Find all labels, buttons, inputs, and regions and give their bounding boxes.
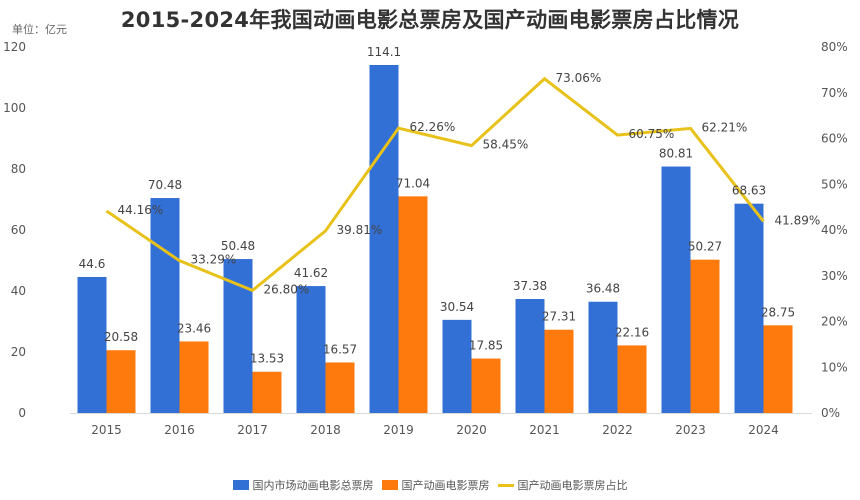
x-axis-tick: 2022: [602, 423, 633, 437]
data-label-domestic: 27.31: [542, 310, 576, 324]
data-label-total: 36.48: [586, 282, 620, 296]
data-label-domestic: 50.27: [688, 240, 722, 254]
data-label-ratio: 33.29%: [191, 253, 237, 267]
axes: 0 20 40 60 80 100 120 0% 10% 20% 30% 40% 50% 60% 70% 80…: [3, 40, 848, 437]
bar-total: [588, 301, 618, 413]
left-axis-tick: 0: [18, 406, 26, 420]
bar-domestic: [617, 345, 647, 413]
unit-label: 单位：亿元: [12, 23, 67, 36]
left-axis-tick: 80: [11, 162, 26, 176]
left-axis-tick: 40: [11, 284, 26, 298]
legend: 国内市场动画电影总票房 国产动画电影票房 国产动画电影票房占比: [0, 477, 860, 493]
data-label-domestic: 20.58: [104, 330, 138, 344]
legend-item-ratio[interactable]: 国产动画电影票房占比: [497, 477, 628, 493]
right-axis-tick: 0%: [821, 406, 840, 420]
data-label-domestic: 23.46: [177, 321, 211, 335]
left-axis-tick: 20: [11, 345, 26, 359]
bar-domestic: [179, 341, 209, 413]
x-axis-tick: 2019: [383, 423, 414, 437]
x-axis-tick: 2023: [675, 423, 706, 437]
bar-domestic: [106, 350, 136, 413]
data-label-ratio: 44.16%: [118, 203, 164, 217]
data-label-total: 50.48: [221, 239, 255, 253]
data-label-ratio: 39.81%: [337, 223, 383, 237]
bar-total: [77, 276, 107, 413]
data-label-total: 30.54: [440, 300, 474, 314]
bar-total: [734, 203, 764, 413]
bar-total: [150, 198, 180, 413]
ratio-line-path: [105, 76, 765, 293]
bar-total: [369, 64, 399, 414]
right-axis-tick: 70%: [821, 86, 848, 100]
legend-item-total[interactable]: 国内市场动画电影总票房: [232, 477, 374, 493]
data-label-domestic: 71.04: [396, 176, 430, 190]
data-label-domestic: 28.75: [761, 305, 795, 319]
x-axis-tick: 2016: [164, 423, 195, 437]
data-label-total: 37.38: [513, 279, 547, 293]
data-label-total: 114.1: [367, 45, 401, 59]
chart-canvas: 0 20 40 60 80 100 120 0% 10% 20% 30% 40% 50% 60% 70% 80…: [3, 40, 848, 437]
data-label-ratio: 60.75%: [629, 127, 675, 141]
data-label-total: 44.6: [79, 257, 106, 271]
data-label-total: 41.62: [294, 266, 328, 280]
data-label-domestic: 17.85: [469, 339, 503, 353]
x-axis-tick: 2015: [91, 423, 122, 437]
data-label-total: 68.63: [732, 184, 766, 198]
left-axis-tick: 60: [11, 223, 26, 237]
ratio-line: [105, 76, 765, 293]
x-axis-tick: 2021: [529, 423, 560, 437]
data-label-ratio: 73.06%: [556, 71, 602, 85]
bar-total: [442, 319, 472, 413]
legend-label-ratio: 国产动画电影票房占比: [517, 479, 628, 492]
data-label-domestic: 13.53: [250, 352, 284, 366]
data-label-ratio: 41.89%: [775, 213, 821, 227]
legend-swatch-domestic: [381, 480, 398, 490]
legend-item-domestic[interactable]: 国产动画电影票房: [381, 477, 490, 493]
legend-label-total: 国内市场动画电影总票房: [252, 479, 374, 492]
bar-total: [296, 286, 326, 413]
bars: [77, 64, 793, 414]
bar-domestic: [325, 362, 355, 413]
right-axis-tick: 60%: [821, 132, 848, 146]
data-label-total: 70.48: [148, 178, 182, 192]
x-axis-tick: 2018: [310, 423, 341, 437]
bar-domestic: [471, 358, 501, 413]
bar-domestic: [544, 329, 574, 413]
data-label-ratio: 62.26%: [410, 120, 456, 134]
right-axis-tick: 40%: [821, 223, 848, 237]
right-axis-tick: 80%: [821, 40, 848, 54]
left-axis-tick: 100: [3, 101, 26, 115]
data-labels: 44.6 20.58 70.48 23.46 50.48 13.53 41.62 16.57 1…: [79, 45, 821, 366]
bar-domestic: [763, 325, 793, 413]
bar-total: [223, 259, 253, 413]
right-axis-tick: 10%: [821, 360, 848, 374]
x-axis-tick: 2020: [456, 423, 487, 437]
right-axis-tick: 20%: [821, 315, 848, 329]
data-label-domestic: 16.57: [323, 342, 357, 356]
right-axis-tick: 30%: [821, 269, 848, 283]
chart-title: 2015-2024年我国动画电影总票房及国产动画电影票房占比情况: [120, 8, 740, 32]
x-axis-tick: 2017: [237, 423, 268, 437]
x-axis-tick: 2024: [748, 423, 779, 437]
legend-swatch-total: [232, 480, 249, 490]
legend-swatch-ratio: [497, 483, 514, 487]
left-axis-tick: 120: [3, 40, 26, 54]
data-label-total: 80.81: [659, 147, 693, 161]
bar-domestic: [398, 196, 428, 413]
bar-total: [661, 166, 691, 413]
data-label-ratio: 26.80%: [264, 282, 310, 296]
bar-domestic: [690, 259, 720, 413]
data-label-ratio: 62.21%: [702, 120, 748, 134]
data-label-ratio: 58.45%: [483, 138, 529, 152]
data-label-domestic: 22.16: [615, 325, 649, 339]
bar-total: [515, 298, 545, 413]
right-axis-tick: 50%: [821, 177, 848, 191]
legend-label-domestic: 国产动画电影票房: [401, 479, 490, 492]
bar-domestic: [252, 371, 282, 413]
